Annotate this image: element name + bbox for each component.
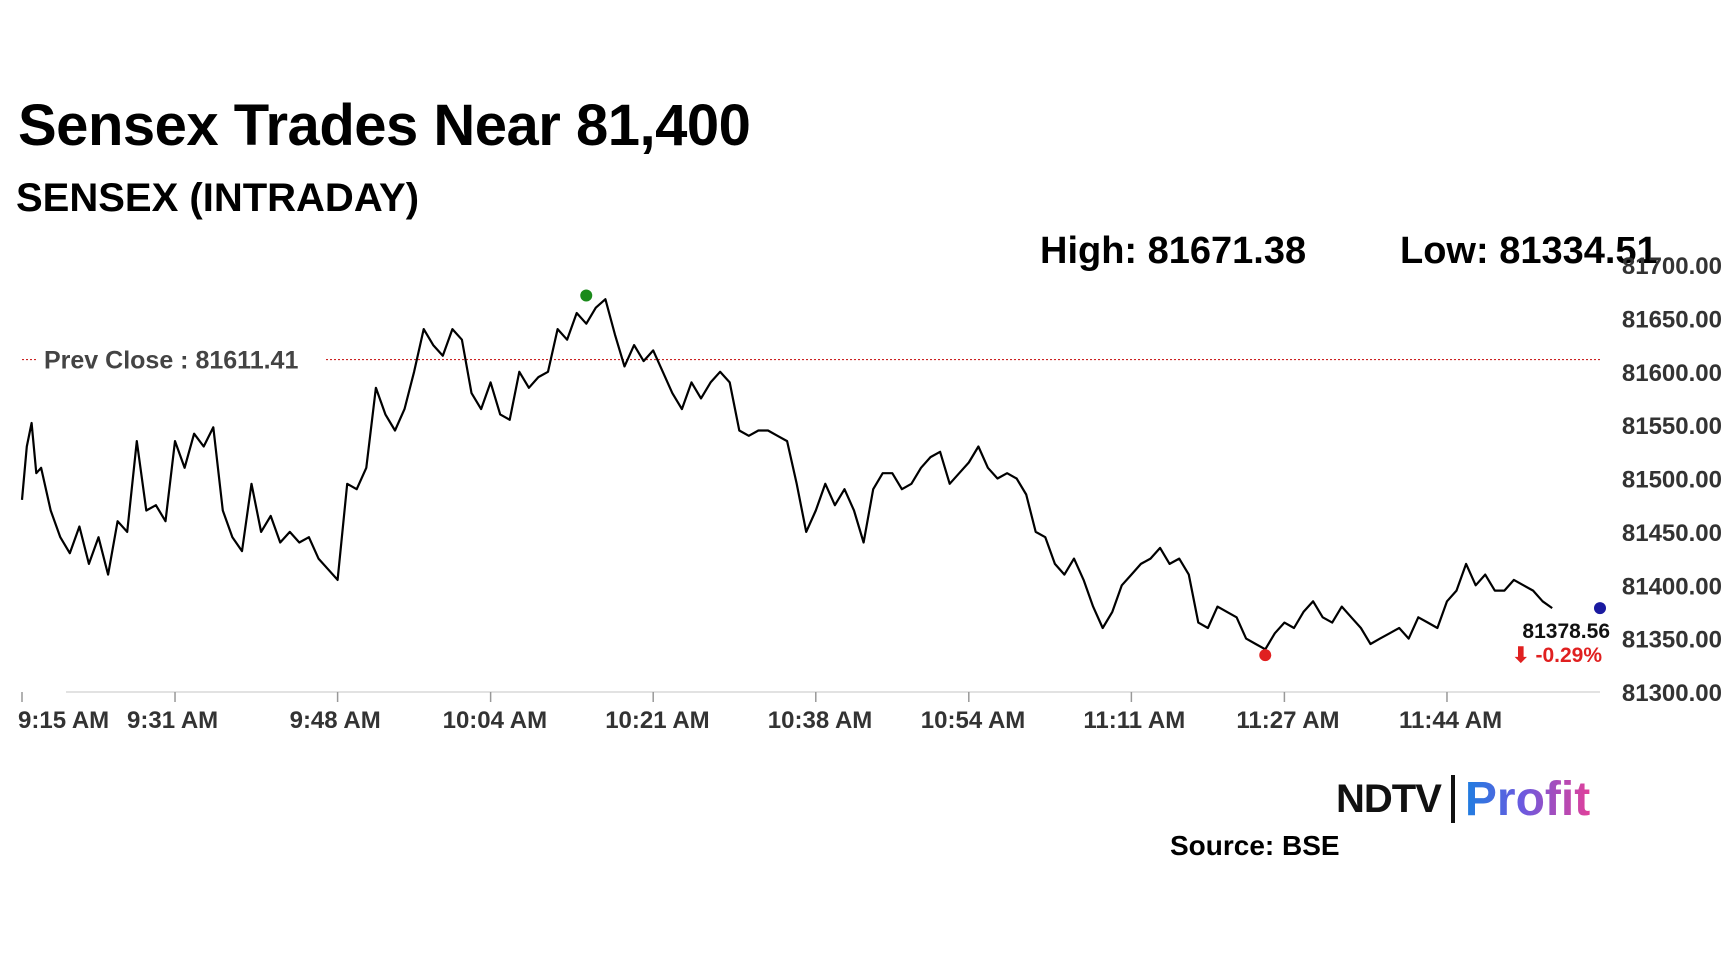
x-tick-label: 10:38 AM [768, 707, 872, 734]
y-axis: 81300.00 81350.00 81400.00 81450.00 81500.00… [1622, 253, 1722, 707]
y-tick-label: 81600.00 [1622, 360, 1722, 387]
x-tick-label: 11:44 AM [1399, 707, 1502, 734]
y-tick-label: 81500.00 [1622, 467, 1722, 494]
source-note: Source: BSE [1170, 830, 1340, 861]
y-tick-label: 81550.00 [1622, 413, 1722, 440]
last-value-label: 81378.56 [1522, 620, 1610, 643]
headline: Sensex Trades Near 81,400 [18, 93, 751, 158]
x-tick-label: 10:04 AM [443, 707, 547, 734]
x-tick-label: 9:31 AM [127, 707, 218, 734]
x-axis: 9:15 AM 9:31 AM 9:48 AM 10:04 AM 10:21 AM 10:… [18, 691, 1600, 734]
low-stat: Low: 81334.51 [1400, 230, 1658, 272]
y-tick-label: 81300.00 [1622, 680, 1722, 707]
prev-close-group: Prev Close : 81611.41 [22, 337, 1600, 378]
x-tick-label: 10:21 AM [605, 707, 709, 734]
change-label: ⬇ -0.29% [1512, 644, 1602, 667]
last-value-marker [1594, 602, 1606, 615]
chart-subtitle: SENSEX (INTRADAY) [16, 176, 420, 220]
series-line [20, 298, 1553, 651]
logo-divider [1450, 775, 1455, 823]
intraday-chart: 81300.00 81350.00 81400.00 81450.00 81500.00… [18, 253, 1722, 734]
ndtv-profit-logo: NDTV Profit [1336, 772, 1591, 826]
y-tick-label: 81700.00 [1622, 253, 1722, 280]
logo-ndtv: NDTV [1336, 776, 1442, 821]
high-stat: High: 81671.38 [1040, 230, 1307, 272]
prev-close-label: Prev Close : 81611.41 [44, 347, 298, 375]
x-tick-label: 9:48 AM [290, 707, 381, 734]
high-marker [580, 289, 593, 302]
x-tick-label: 10:54 AM [921, 707, 1025, 734]
markers-group: 81378.56⬇ -0.29% [580, 289, 1610, 667]
y-tick-label: 81450.00 [1622, 520, 1722, 547]
x-tick-label: 11:27 AM [1236, 707, 1339, 734]
logo-profit: Profit [1464, 772, 1591, 826]
prev-close-label-bg [36, 337, 326, 378]
low-marker [1259, 649, 1272, 662]
series-group [20, 298, 1553, 651]
y-tick-label: 81400.00 [1622, 573, 1722, 600]
y-tick-label: 81650.00 [1622, 306, 1722, 333]
y-tick-label: 81350.00 [1622, 627, 1722, 654]
x-tick-label: 11:11 AM [1083, 707, 1185, 734]
x-tick-label: 9:15 AM [18, 707, 109, 734]
